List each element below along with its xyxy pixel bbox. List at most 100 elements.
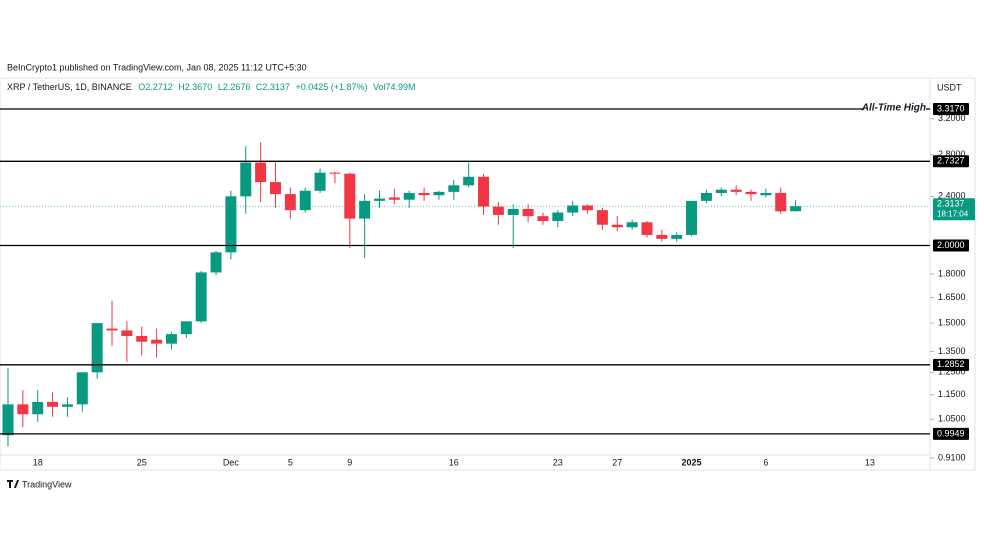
y-tick-label: 2.8000	[938, 149, 966, 159]
open-label: O2.2712	[138, 82, 173, 92]
candle-body	[225, 196, 237, 253]
volume-label: Vol74.99M	[373, 82, 416, 92]
candle-body	[626, 222, 638, 228]
last-price-box	[933, 198, 975, 221]
candle-body	[730, 189, 742, 192]
candle-body	[671, 234, 683, 239]
candle-body	[32, 401, 44, 415]
candle-body	[47, 401, 59, 407]
x-tick-label: 18	[33, 457, 43, 467]
candle-body	[448, 185, 460, 192]
candle-body	[478, 176, 490, 207]
candle-body	[374, 198, 385, 201]
candle-body	[121, 330, 133, 337]
high-label: H2.3670	[178, 82, 212, 92]
x-tick-label: 16	[449, 457, 459, 467]
y-tick-label: 0.9100	[938, 452, 966, 462]
symbol: XRP / TetherUS, 1D, BINANCE	[7, 82, 132, 92]
candle-body	[745, 191, 757, 195]
candle-body	[611, 224, 623, 228]
x-tick-label: 5	[288, 457, 293, 467]
candle-body	[2, 404, 14, 436]
candle-body	[195, 272, 207, 322]
candle-body	[552, 212, 564, 222]
candle-body	[61, 404, 73, 407]
candle-body	[17, 404, 29, 415]
candle-body	[418, 192, 430, 196]
candle-body	[492, 206, 504, 215]
y-tick-label: 1.2500	[938, 367, 966, 377]
candle-body	[284, 194, 296, 211]
x-tick-label: 25	[137, 457, 147, 467]
level-label: 2.0000	[937, 240, 965, 250]
candle-body	[165, 334, 177, 344]
annotation-bg	[864, 102, 926, 115]
level-label: 0.9949	[937, 428, 965, 438]
candle-body	[656, 234, 668, 239]
candle-body	[180, 321, 192, 335]
y-tick-label: 1.5000	[938, 317, 966, 327]
last-price-label: 2.3137	[937, 199, 965, 209]
candle-body	[314, 172, 326, 191]
candle-body	[106, 328, 118, 331]
brand: TradingView	[22, 479, 72, 489]
candle-body	[269, 182, 281, 195]
x-tick-label: 27	[612, 457, 622, 467]
candle-body	[255, 162, 267, 183]
published-note: BeInCrypto1 published on TradingView.com…	[7, 62, 307, 72]
x-tick-label: 6	[763, 457, 768, 467]
countdown-label: 18:17:04	[937, 209, 969, 218]
y-tick-label: 1.3500	[938, 346, 966, 356]
level-label-box	[933, 155, 969, 168]
candle-body	[388, 197, 400, 200]
level-label-box	[933, 427, 969, 440]
candle-body	[76, 372, 88, 405]
logo-mark	[7, 480, 19, 488]
candle-body	[403, 192, 415, 200]
candle-body	[700, 192, 712, 201]
low-label: L2.2676	[218, 82, 251, 92]
chart-frame	[0, 77, 976, 471]
y-tick-label: 1.8000	[938, 268, 966, 278]
candle-body	[522, 208, 534, 217]
y-tick-label: 1.6500	[938, 292, 966, 302]
candle-body	[775, 192, 787, 212]
candle-body	[136, 336, 148, 342]
level-label: 2.7327	[937, 156, 965, 166]
brand-logo: TradingView	[7, 479, 72, 489]
candle-body	[433, 191, 445, 196]
x-tick-label: 9	[347, 457, 352, 467]
candle-body	[463, 176, 475, 186]
candle-body	[344, 173, 356, 219]
candle-body	[760, 192, 772, 196]
symbol-info: XRP / TetherUS, 1D, BINANCE O2.2712 H2.3…	[7, 82, 416, 92]
change-label: +0.0425 (+1.87%)	[295, 82, 367, 92]
close-label: C2.3137	[256, 82, 290, 92]
candle-body	[151, 339, 163, 344]
candle-body	[567, 205, 579, 213]
candle-body	[582, 205, 594, 211]
candle-body	[686, 200, 698, 235]
candle-body	[507, 208, 519, 215]
level-label-box	[933, 239, 969, 252]
candle-body	[210, 252, 222, 273]
plot	[0, 142, 930, 447]
candle-body	[790, 206, 802, 212]
level-label-box	[933, 103, 969, 116]
level-label: 1.2852	[937, 359, 965, 369]
level-annotation: All-Time High	[861, 103, 926, 114]
level-label: 3.3170	[937, 103, 965, 113]
y-tick-label: 2.4000	[938, 191, 966, 201]
candle-body	[299, 190, 311, 211]
x-tick-label: Dec	[223, 457, 240, 467]
candle-body	[596, 210, 608, 225]
x-tick-label: 23	[553, 457, 563, 467]
candle-body	[91, 323, 103, 373]
y-tick-label: 3.2000	[938, 113, 966, 123]
candle-body	[641, 222, 653, 235]
x-tick-label: 2025	[682, 457, 702, 467]
candle-body	[240, 162, 252, 197]
